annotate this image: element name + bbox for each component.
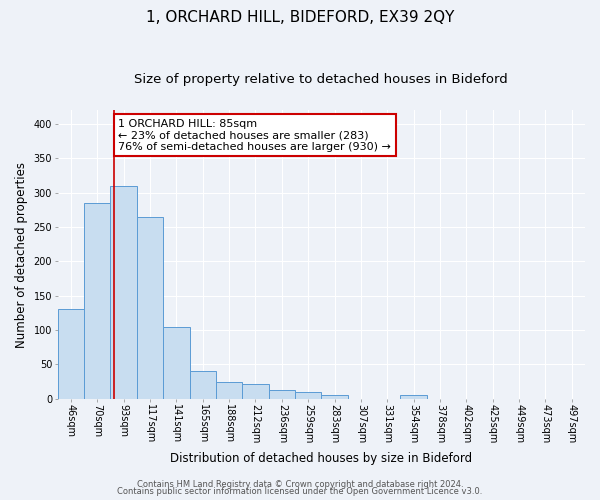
Bar [322,396,348,398]
Bar [295,392,322,398]
Bar [242,384,269,398]
Bar [216,382,242,398]
Bar [137,216,163,398]
Bar [84,203,110,398]
Bar [58,310,84,398]
Bar [400,396,427,398]
Text: 1, ORCHARD HILL, BIDEFORD, EX39 2QY: 1, ORCHARD HILL, BIDEFORD, EX39 2QY [146,10,454,25]
Text: 1 ORCHARD HILL: 85sqm
← 23% of detached houses are smaller (283)
76% of semi-det: 1 ORCHARD HILL: 85sqm ← 23% of detached … [118,118,391,152]
Bar [269,390,295,398]
Text: Contains public sector information licensed under the Open Government Licence v3: Contains public sector information licen… [118,487,482,496]
Y-axis label: Number of detached properties: Number of detached properties [15,162,28,348]
Title: Size of property relative to detached houses in Bideford: Size of property relative to detached ho… [134,72,508,86]
Bar [163,326,190,398]
Bar [110,186,137,398]
X-axis label: Distribution of detached houses by size in Bideford: Distribution of detached houses by size … [170,452,472,465]
Bar [190,372,216,398]
Text: Contains HM Land Registry data © Crown copyright and database right 2024.: Contains HM Land Registry data © Crown c… [137,480,463,489]
